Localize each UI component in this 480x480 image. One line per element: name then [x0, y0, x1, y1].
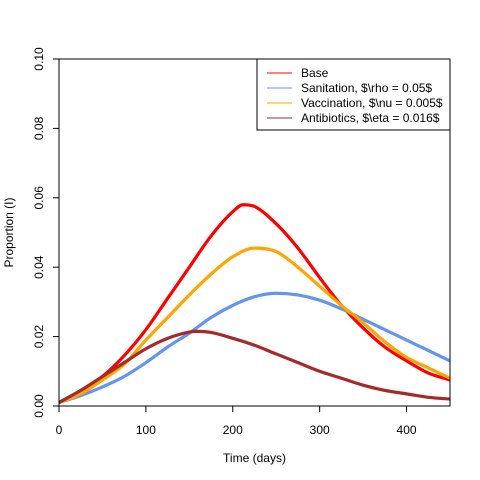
y-tick-label: 0.06 [32, 186, 46, 210]
legend-label-1: Base [301, 66, 329, 80]
x-tick-label: 100 [136, 423, 156, 437]
axes-layer: 0 100 200 300 400 0.00 0.02 0.04 0.06 0.08 0.10 [32, 47, 451, 437]
legend-label-4: Antibiotics, $\eta = 0.016$ [301, 111, 440, 125]
x-tick-label: 400 [397, 423, 417, 437]
series-line-2 [59, 291, 450, 405]
y-axis-title: Proportion (I) [2, 197, 16, 267]
series-line-1 [59, 203, 450, 404]
legend-label-2: Sanitation, $\rho = 0.05$ [301, 81, 432, 95]
legend-label-3: Vaccination, $\nu = 0.005$ [301, 96, 443, 110]
series-layer [59, 203, 450, 405]
x-tick-label: 200 [223, 423, 243, 437]
y-tick-label: 0.10 [32, 47, 46, 71]
plot-frame [58, 58, 451, 407]
series-lines [59, 203, 450, 405]
y-tick-label: 0.00 [32, 394, 46, 418]
y-tick-label: 0.04 [32, 255, 46, 279]
x-tick-label: 0 [56, 423, 63, 437]
x-tick-label: 300 [310, 423, 330, 437]
y-tick-label: 0.02 [32, 325, 46, 349]
y-tick-label: 0.08 [32, 116, 46, 140]
series-line-4 [59, 329, 450, 404]
x-axis-title: Time (days) [223, 451, 286, 465]
